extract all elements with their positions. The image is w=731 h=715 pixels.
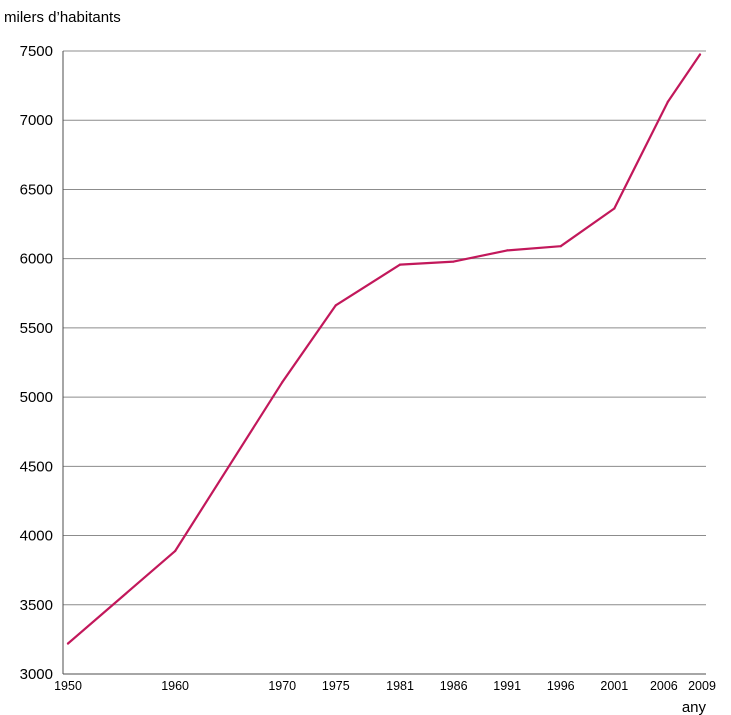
x-tick-label: 1970 (268, 679, 296, 693)
y-tick-label: 3500 (20, 597, 53, 614)
data-point (66, 642, 70, 645)
data-point (559, 245, 562, 248)
x-tick-labels: 1950 1960 1970 1975 1981 1986 1991 1996 2001 2006… (54, 679, 716, 693)
y-tick-label: 6000 (20, 251, 53, 268)
x-tick-label: 1960 (161, 679, 189, 693)
series-group (66, 53, 702, 645)
y-tick-label: 4500 (20, 458, 53, 475)
y-tick-label: 5000 (20, 389, 53, 406)
y-tick-label: 7500 (20, 43, 53, 60)
data-point (613, 207, 616, 210)
x-tick-label: 1991 (493, 679, 521, 693)
x-tick-label: 1996 (547, 679, 575, 693)
x-tick-label: 1986 (440, 679, 468, 693)
y-tick-label: 7000 (20, 112, 53, 129)
data-point (281, 381, 284, 384)
y-tick-label: 5500 (20, 320, 53, 337)
gridlines (63, 50, 706, 606)
data-point (666, 100, 669, 103)
x-tick-label: 1981 (386, 679, 414, 693)
data-point (174, 549, 177, 553)
y-tick-label: 6500 (20, 181, 53, 198)
y-tick-label: 3000 (20, 666, 53, 683)
x-tick-label: 2006 (650, 679, 678, 693)
data-point (452, 260, 455, 263)
x-tick-label: 2001 (600, 679, 628, 693)
y-axis-label: milers d’habitants (4, 9, 121, 26)
y-tick-label: 4000 (20, 528, 53, 545)
x-tick-label: 2009 (688, 679, 716, 693)
y-tick-labels: 3000 3500 4000 4500 5000 5500 6000 6500 7000 7500 (20, 43, 53, 683)
x-tick-label: 1950 (54, 679, 82, 693)
data-point (334, 304, 337, 307)
data-point (506, 249, 509, 252)
x-tick-label: 1975 (322, 679, 350, 693)
series-line (66, 53, 702, 645)
data-point (398, 263, 402, 266)
x-axis-label: any (682, 699, 707, 715)
data-point (698, 53, 702, 56)
